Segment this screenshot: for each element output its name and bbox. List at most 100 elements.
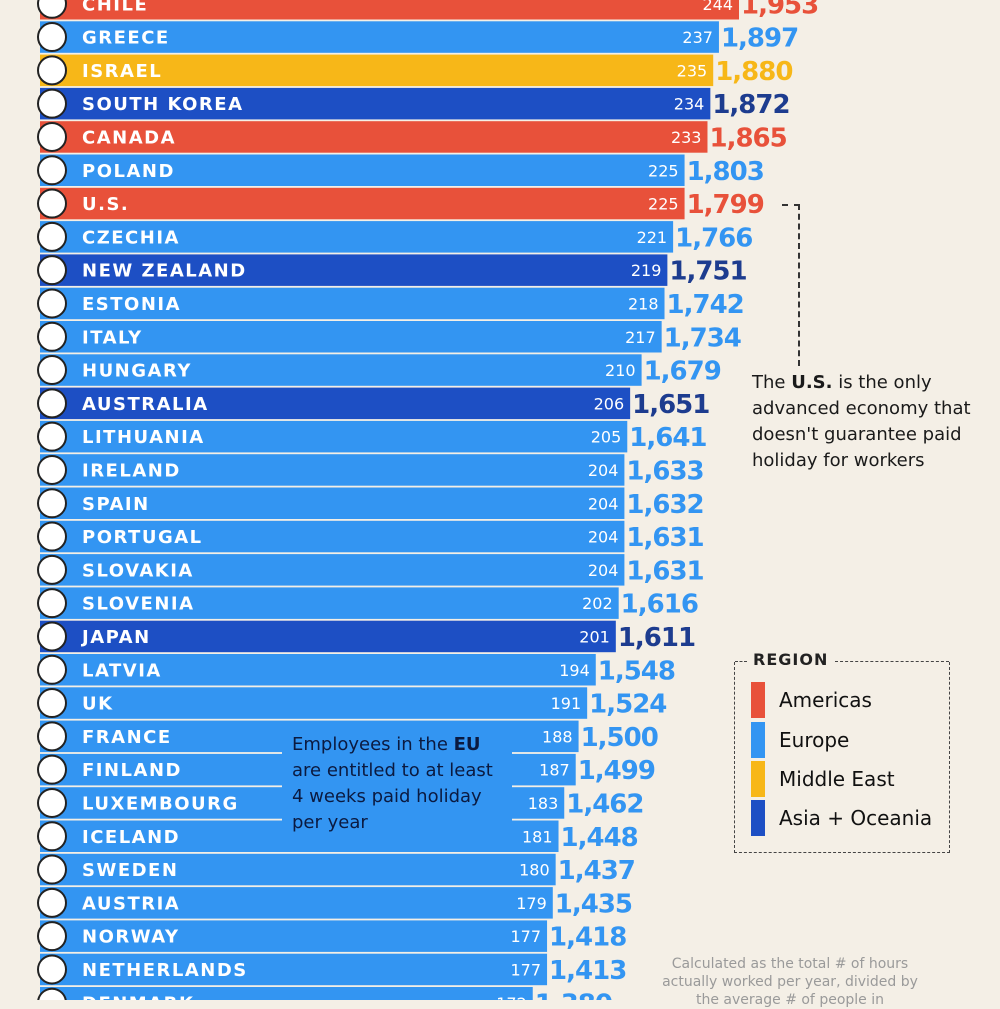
flag-icon-japan — [37, 621, 67, 652]
flag-icon-slovakia — [37, 554, 67, 585]
bar-days-greece: 237 — [682, 28, 713, 47]
bar-australia — [40, 387, 631, 420]
bar-poland — [40, 154, 685, 186]
bar-hours-israel: 1,880 — [715, 57, 792, 87]
bar-days-ireland: 204 — [588, 461, 619, 480]
bar-label-denmark: DENMARK — [82, 993, 194, 1000]
bar-israel — [40, 54, 714, 87]
bar-hours-australia: 1,651 — [632, 390, 709, 420]
flag-icon-portugal — [37, 521, 67, 552]
bar-label-uk: UK — [82, 694, 114, 715]
bar-label-netherlands: NETHERLANDS — [82, 960, 248, 981]
bar-label-ireland: IRELAND — [82, 460, 181, 481]
bar-days-lithuania: 205 — [591, 428, 622, 447]
bar-sweden — [40, 853, 556, 886]
bar-hours-hungary: 1,679 — [644, 357, 721, 387]
bar-hungary — [40, 354, 642, 386]
bar-label-czechia: CZECHIA — [82, 227, 180, 248]
bar-days-czechia: 221 — [637, 228, 668, 247]
flag-icon-sweden — [37, 854, 67, 885]
flag-icon-poland — [37, 155, 67, 186]
bar-hours-portugal: 1,631 — [626, 523, 703, 553]
flag-icon-south-korea — [37, 88, 67, 119]
bar-label-portugal: PORTUGAL — [82, 527, 203, 548]
us-annotation-bold: U.S. — [791, 372, 833, 393]
bar-label-australia: AUSTRALIA — [82, 394, 209, 415]
bar-days-slovakia: 204 — [588, 561, 619, 580]
bar-denmark — [40, 987, 533, 1000]
bar-portugal — [40, 520, 625, 553]
bar-days-luxembourg: 183 — [528, 794, 559, 813]
flag-icon-ireland — [37, 454, 67, 485]
bar-u-s — [40, 187, 685, 220]
bar-hours-czechia: 1,766 — [675, 223, 752, 253]
flag-icon-hungary — [37, 355, 67, 386]
bar-hours-latvia: 1,548 — [598, 656, 675, 686]
flag-icon-spain — [37, 488, 67, 519]
legend-title: REGION — [747, 650, 835, 669]
flag-icon-australia — [37, 388, 67, 419]
bar-days-latvia: 194 — [559, 661, 590, 680]
flag-icon-france — [37, 721, 67, 752]
bar-label-slovakia: SLOVAKIA — [82, 560, 194, 581]
bar-days-slovenia: 202 — [582, 594, 613, 613]
region-legend: REGION Americas Europe Middle East Asia … — [734, 650, 950, 853]
bar-label-japan: JAPAN — [80, 627, 151, 648]
bar-label-south-korea: SOUTH KOREA — [82, 94, 244, 115]
bar-days-australia: 206 — [594, 394, 625, 413]
bar-hours-canada: 1,865 — [709, 123, 786, 153]
bar-hours-chile: 1,953 — [741, 0, 818, 20]
bar-days-austria: 179 — [516, 894, 547, 913]
legend-swatch-europe — [751, 722, 765, 758]
bar-label-france: FRANCE — [82, 727, 172, 748]
bar-hours-sweden: 1,437 — [558, 856, 635, 886]
bar-hours-poland: 1,803 — [687, 157, 764, 187]
bar-latvia — [40, 654, 596, 686]
flag-icon-u-s — [37, 188, 67, 219]
legend-item-middle-east: Middle East — [751, 761, 895, 797]
flag-icon-lithuania — [37, 421, 67, 452]
bar-days-japan: 201 — [579, 627, 610, 646]
flag-icon-italy — [37, 321, 67, 352]
bar-hours-slovakia: 1,631 — [626, 556, 703, 586]
bar-days-south-korea: 234 — [674, 95, 705, 114]
bar-hours-u-s: 1,799 — [687, 190, 764, 220]
bar-label-israel: ISRAEL — [82, 61, 162, 82]
legend-border — [735, 661, 747, 662]
legend-item-asia-oceania: Asia + Oceania — [751, 800, 932, 836]
flag-icon-austria — [37, 887, 67, 918]
flag-icon-new-zealand — [37, 255, 67, 286]
bar-days-u-s: 225 — [648, 195, 679, 214]
bar-hours-ireland: 1,633 — [626, 456, 703, 486]
bar-days-sweden: 180 — [519, 861, 550, 880]
bar-days-iceland: 181 — [522, 827, 553, 846]
bar-hours-netherlands: 1,413 — [549, 956, 626, 986]
bar-days-estonia: 218 — [628, 294, 659, 313]
bar-hours-norway: 1,418 — [549, 923, 626, 953]
bar-hours-spain: 1,632 — [626, 490, 703, 520]
eu-annotation-text-pre: Employees in the — [292, 734, 454, 755]
flag-icon-slovenia — [37, 588, 67, 619]
bar-label-latvia: LATVIA — [82, 660, 162, 681]
us-annotation-text-pre: The — [752, 372, 792, 393]
flag-icon-estonia — [37, 288, 67, 319]
bar-label-finland: FINLAND — [82, 760, 182, 781]
bar-days-finland: 187 — [539, 761, 570, 780]
bar-label-sweden: SWEDEN — [82, 860, 178, 881]
bar-days-hungary: 210 — [605, 361, 636, 380]
bar-days-netherlands: 177 — [511, 960, 542, 979]
bar-hours-new-zealand: 1,751 — [669, 257, 746, 287]
bar-hours-estonia: 1,742 — [667, 290, 744, 320]
bar-days-canada: 233 — [671, 128, 702, 147]
bar-days-new-zealand: 219 — [631, 261, 662, 280]
bar-hours-slovenia: 1,616 — [621, 590, 698, 620]
bar-hours-lithuania: 1,641 — [629, 423, 706, 453]
bar-days-spain: 204 — [588, 494, 619, 513]
legend-label-europe: Europe — [779, 728, 850, 752]
bar-slovakia — [40, 554, 625, 586]
bar-netherlands — [40, 953, 548, 986]
bar-uk — [40, 687, 588, 719]
bar-hours-austria: 1,435 — [555, 889, 632, 919]
bar-label-lithuania: LITHUANIA — [82, 427, 205, 448]
eu-annotation-bold: EU — [453, 734, 481, 755]
